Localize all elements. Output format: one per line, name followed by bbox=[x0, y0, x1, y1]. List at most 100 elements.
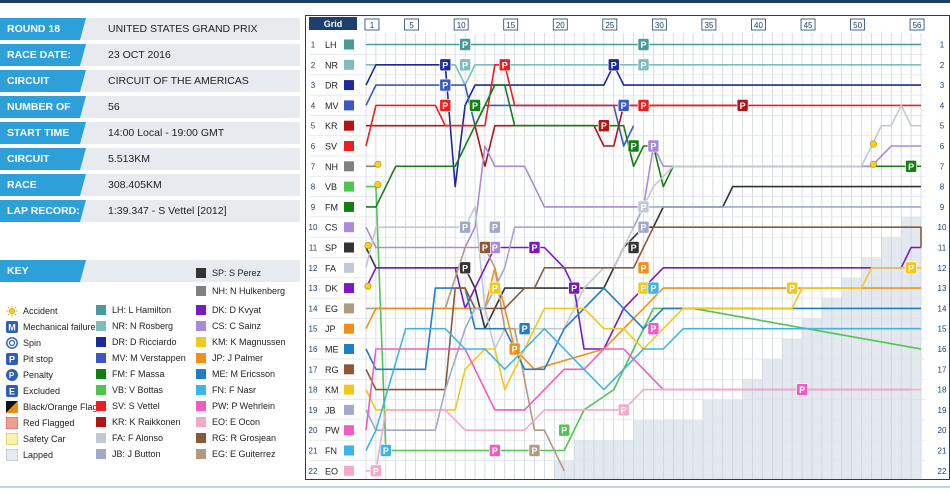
pit-stop-letter: P bbox=[472, 101, 478, 111]
pit-stop-marker bbox=[439, 78, 452, 92]
grid-driver-swatch bbox=[344, 242, 354, 253]
driver-color-swatch bbox=[196, 268, 206, 278]
pit-stop-marker bbox=[637, 58, 650, 72]
svg-text:E: E bbox=[9, 387, 15, 397]
pit-stop-marker bbox=[647, 139, 660, 153]
driver-color-swatch bbox=[196, 369, 206, 379]
grid-driver-code: JB bbox=[325, 405, 336, 415]
grid-position-number: 10 bbox=[309, 223, 318, 232]
finish-position-number: 16 bbox=[938, 345, 947, 354]
grid-driver-swatch bbox=[344, 323, 354, 334]
pit-stop-marker bbox=[459, 220, 471, 234]
pit-stop-letter: P bbox=[492, 243, 498, 253]
accident-marker bbox=[364, 242, 372, 250]
key-driver-label: DR: D Ricciardo bbox=[112, 337, 177, 347]
finish-position-number: 3 bbox=[940, 81, 945, 90]
lap-tick-box bbox=[404, 18, 419, 31]
pit-stop-marker bbox=[498, 58, 511, 72]
pit-stop-marker bbox=[459, 58, 471, 72]
grid-driver-code: VB bbox=[325, 182, 337, 192]
grid-position-number: 1 bbox=[311, 41, 316, 50]
finish-position-number: 22 bbox=[938, 467, 947, 476]
grid-driver-swatch bbox=[344, 465, 354, 476]
lap-tick-label: 25 bbox=[605, 21, 614, 30]
lap-tick-box bbox=[651, 18, 667, 31]
info-label: RACE DATE: bbox=[0, 44, 86, 66]
pit-stop-letter: P bbox=[908, 162, 914, 172]
pit-stop-marker bbox=[528, 444, 541, 457]
driver-color-swatch bbox=[96, 433, 106, 443]
finish-position-number: 21 bbox=[938, 447, 947, 456]
info-label: CIRCUIT LENGTH: bbox=[0, 148, 86, 170]
driver-color-swatch bbox=[96, 369, 106, 379]
key-symbol-label: Pit stop bbox=[23, 354, 54, 364]
driver-color-swatch bbox=[196, 449, 206, 459]
grid-position-number: 6 bbox=[311, 142, 316, 151]
finish-position-number: 13 bbox=[938, 284, 947, 293]
pit-stop-letter: P bbox=[462, 40, 468, 50]
lap-tick-box bbox=[453, 18, 469, 31]
key-driver-label: FA: F Alonso bbox=[112, 433, 164, 443]
grid-driver-swatch bbox=[344, 80, 354, 91]
excluded-icon: E bbox=[6, 385, 18, 397]
pit-stop-letter: P bbox=[621, 101, 627, 111]
pit-stop-marker bbox=[380, 444, 392, 457]
finish-position-number: 20 bbox=[938, 426, 947, 435]
info-value: 23 OCT 2016 bbox=[108, 49, 171, 61]
pit-stop-letter: P bbox=[650, 284, 656, 294]
pit-stop-marker bbox=[607, 58, 620, 72]
driver-line-fn bbox=[365, 327, 921, 451]
pit-stop-letter: P bbox=[531, 446, 537, 456]
key-driver-label: EO: E Ocon bbox=[212, 417, 261, 427]
key-symbol-label: Penalty bbox=[23, 370, 54, 380]
pit-stop-letter: P bbox=[571, 284, 577, 294]
lap-tick-label: 30 bbox=[655, 21, 664, 30]
key-symbol-label: Red Flagged bbox=[23, 418, 75, 428]
driver-color-swatch bbox=[196, 321, 206, 331]
accident-marker bbox=[364, 282, 372, 290]
key-driver-label: SP: S Perez bbox=[212, 268, 262, 278]
driver-color-swatch bbox=[196, 286, 206, 296]
grid-position-number: 20 bbox=[309, 426, 318, 435]
accident-marker bbox=[374, 160, 382, 168]
lap-tick-box bbox=[751, 18, 766, 31]
accident-marker bbox=[374, 181, 382, 189]
key-driver-label: LH: L Hamilton bbox=[112, 305, 172, 315]
key-driver-label: KM: K Magnussen bbox=[212, 337, 286, 347]
finish-position-number: 4 bbox=[940, 101, 945, 110]
grid-driver-code: FA bbox=[325, 263, 336, 273]
driver-line-rg bbox=[365, 226, 922, 391]
grid-position-number: 8 bbox=[311, 183, 316, 192]
grid-position-number: 19 bbox=[309, 406, 318, 415]
pit-stop-letter: P bbox=[512, 345, 518, 355]
grid-driver-code: CS bbox=[325, 223, 338, 233]
pit-stop-letter: P bbox=[611, 60, 617, 70]
pit-stop-letter: P bbox=[789, 284, 795, 294]
lap-tick-label: 35 bbox=[704, 21, 713, 30]
pit-stop-marker bbox=[558, 423, 571, 437]
grid-position-number: 17 bbox=[309, 365, 318, 374]
finish-position-number: 10 bbox=[938, 223, 947, 232]
grid-driver-code: KM bbox=[325, 385, 339, 395]
lap-tick-box bbox=[602, 18, 618, 31]
grid-position-number: 22 bbox=[309, 467, 318, 476]
pit-stop-marker bbox=[439, 99, 452, 112]
mechanical-failure-icon: M bbox=[6, 321, 18, 333]
lap-tick-label: 10 bbox=[457, 21, 466, 30]
key-driver-label: JB: J Button bbox=[112, 449, 161, 459]
key-header: KEY bbox=[0, 260, 300, 282]
info-label: NUMBER OF LAPS: bbox=[0, 96, 86, 118]
pit-stop-letter: P bbox=[383, 446, 389, 456]
finish-position-number: 14 bbox=[938, 304, 947, 313]
driver-line-eo bbox=[366, 388, 921, 472]
finish-position-number: 12 bbox=[938, 264, 947, 273]
grid-driver-swatch bbox=[344, 39, 354, 50]
pit-stop-marker bbox=[459, 261, 471, 275]
pit-stop-letter: P bbox=[631, 243, 637, 253]
driver-color-swatch bbox=[96, 417, 106, 427]
grid-driver-code: RG bbox=[325, 365, 339, 375]
info-value: 56 bbox=[108, 101, 120, 113]
key-driver-label: CS: C Sainz bbox=[212, 321, 262, 331]
info-row: CIRCUIT LENGTH: 5.513KM bbox=[0, 148, 300, 170]
lapped-area bbox=[554, 217, 921, 480]
